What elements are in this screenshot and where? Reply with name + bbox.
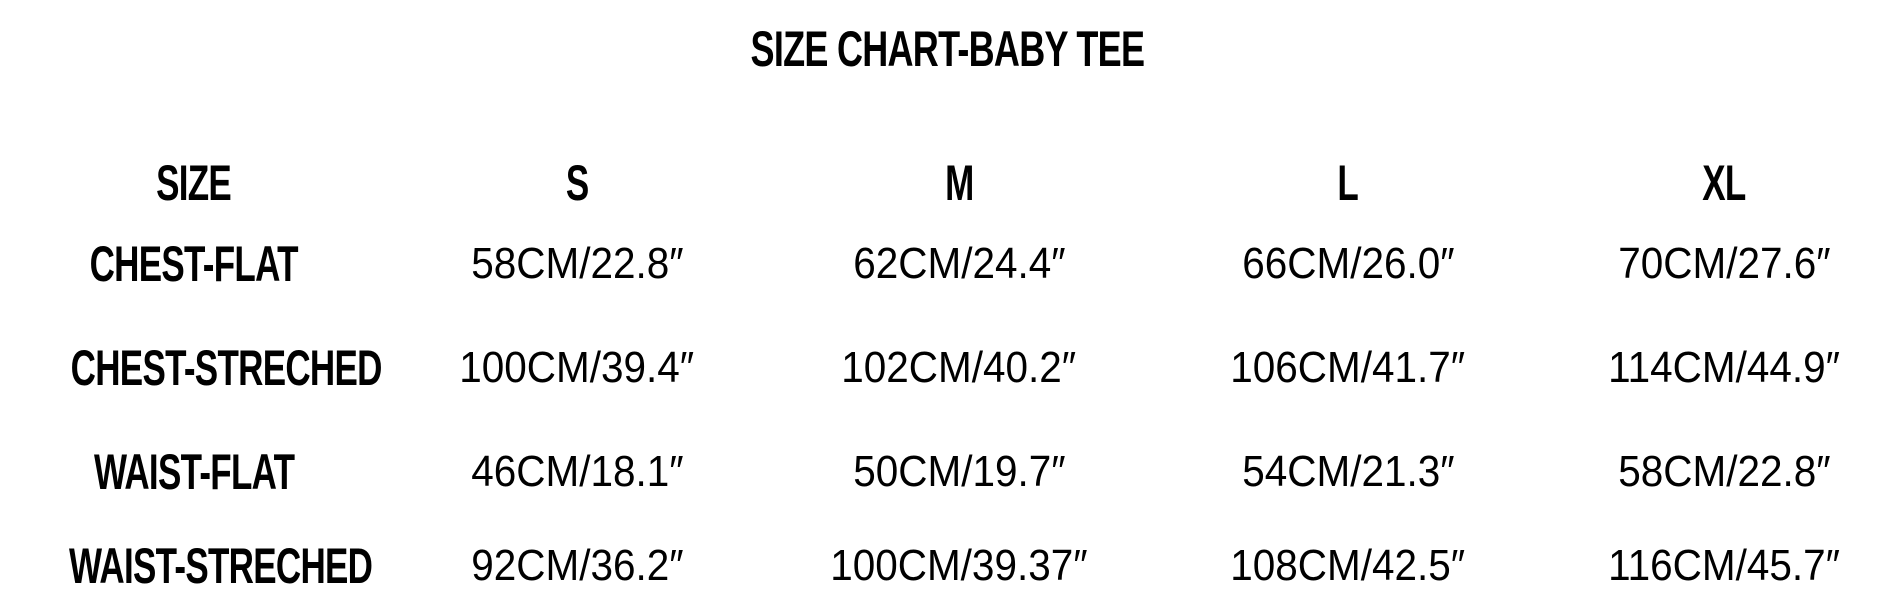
measurement-cell-text: 62CM/24.4″ bbox=[852, 239, 1066, 288]
measurement-cell-text: 108CM/42.5″ bbox=[1230, 541, 1466, 590]
measurement-cell-text: 100CM/39.4″ bbox=[459, 343, 695, 392]
measurement-cell: 102CM/40.2″ bbox=[769, 343, 1149, 393]
measurement-cell: 100CM/39.4″ bbox=[387, 343, 767, 393]
measurement-cell-text: 50CM/19.7″ bbox=[852, 447, 1066, 496]
header-size-s-text: S bbox=[565, 155, 589, 211]
measurement-cell: 62CM/24.4″ bbox=[769, 239, 1149, 289]
measurement-cell: 46CM/18.1″ bbox=[387, 447, 767, 497]
measurement-cell-text: 92CM/36.2″ bbox=[470, 541, 684, 590]
row-label: WAIST-STRECHED bbox=[4, 539, 384, 593]
measurement-cell: 58CM/22.8″ bbox=[1534, 447, 1894, 497]
measurement-cell-text: 106CM/41.7″ bbox=[1230, 343, 1466, 392]
header-size-label-text: SIZE bbox=[156, 155, 232, 211]
measurement-cell: 70CM/27.6″ bbox=[1534, 239, 1894, 289]
header-size-m: M bbox=[769, 156, 1149, 210]
measurement-cell: 50CM/19.7″ bbox=[769, 447, 1149, 497]
header-size-s: S bbox=[387, 156, 767, 210]
measurement-cell-text: 58CM/22.8″ bbox=[1617, 447, 1831, 496]
row-label-text: CHEST-FLAT bbox=[89, 236, 299, 292]
measurement-cell-text: 102CM/40.2″ bbox=[841, 343, 1077, 392]
measurement-cell-text: 114CM/44.9″ bbox=[1608, 343, 1840, 392]
measurement-cell-text: 100CM/39.37″ bbox=[830, 541, 1088, 590]
measurement-cell-text: 54CM/21.3″ bbox=[1241, 447, 1455, 496]
measurement-cell: 114CM/44.9″ bbox=[1534, 343, 1894, 393]
measurement-cell: 54CM/21.3″ bbox=[1158, 447, 1538, 497]
row-label: CHEST-FLAT bbox=[4, 237, 384, 291]
measurement-cell-text: 70CM/27.6″ bbox=[1617, 239, 1831, 288]
measurement-cell: 106CM/41.7″ bbox=[1158, 343, 1538, 393]
measurement-cell: 92CM/36.2″ bbox=[387, 541, 767, 591]
measurement-cell-text: 66CM/26.0″ bbox=[1241, 239, 1455, 288]
measurement-cell: 108CM/42.5″ bbox=[1158, 541, 1538, 591]
header-size-m-text: M bbox=[944, 155, 974, 211]
header-size-l: L bbox=[1158, 156, 1538, 210]
row-label-text: WAIST-FLAT bbox=[93, 444, 295, 500]
row-label: WAIST-FLAT bbox=[4, 445, 384, 499]
header-size-l-text: L bbox=[1337, 155, 1359, 211]
header-size-xl-text: XL bbox=[1702, 155, 1746, 211]
header-size-label: SIZE bbox=[4, 156, 384, 210]
page-title: SIZE CHART-BABY TEE bbox=[750, 21, 1144, 77]
measurement-cell: 66CM/26.0″ bbox=[1158, 239, 1538, 289]
row-label-text: CHEST-STRECHED bbox=[70, 340, 383, 396]
row-label-text: WAIST-STRECHED bbox=[68, 538, 373, 594]
measurement-cell-text: 46CM/18.1″ bbox=[470, 447, 684, 496]
measurement-cell: 58CM/22.8″ bbox=[387, 239, 767, 289]
measurement-cell-text: 116CM/45.7″ bbox=[1608, 541, 1840, 590]
measurement-cell: 100CM/39.37″ bbox=[769, 541, 1149, 591]
header-size-xl: XL bbox=[1534, 156, 1894, 210]
row-label: CHEST-STRECHED bbox=[4, 341, 384, 395]
measurement-cell: 116CM/45.7″ bbox=[1534, 541, 1894, 591]
measurement-cell-text: 58CM/22.8″ bbox=[470, 239, 684, 288]
